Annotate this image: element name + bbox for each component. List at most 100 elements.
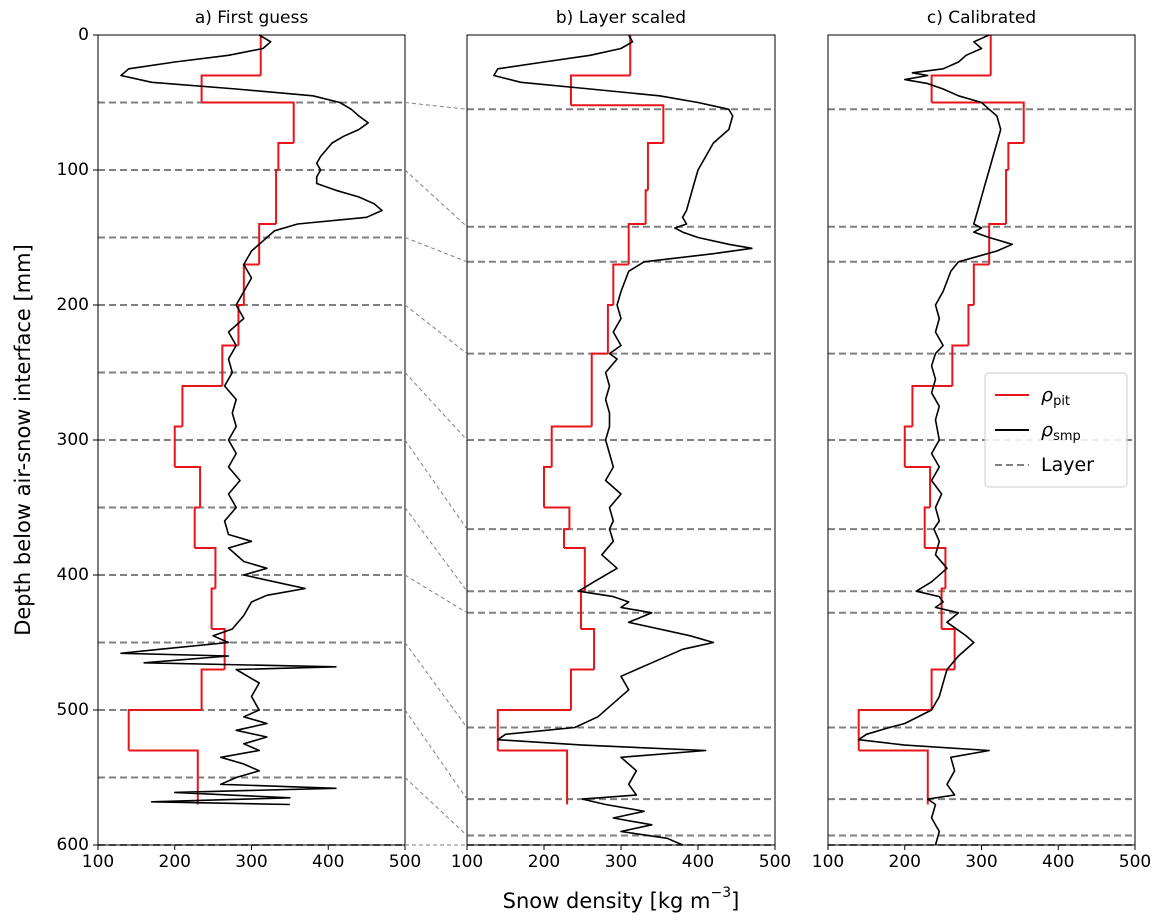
layer-connector — [404, 777, 468, 836]
pit-step — [258, 223, 277, 265]
legend-label: ρsmp — [1041, 419, 1081, 444]
pit-step — [911, 385, 953, 427]
pit-step — [612, 263, 629, 305]
pit-step — [200, 668, 225, 710]
x-tick-label: 100 — [82, 852, 114, 872]
pit-step — [606, 304, 614, 354]
x-axis-label-sup: −3 — [710, 885, 731, 901]
layer-connector — [404, 574, 468, 614]
layer-connector — [404, 709, 468, 800]
pit-step — [193, 506, 201, 548]
y-tick-label: 600 — [57, 835, 89, 855]
pit-step — [930, 74, 991, 103]
pit-step — [242, 263, 260, 305]
pit-step — [627, 223, 646, 265]
smp-line — [857, 34, 1013, 846]
pit-step — [646, 142, 664, 191]
y-tick-label: 0 — [78, 25, 89, 45]
pit-step — [174, 466, 202, 508]
legend-label: Layer — [1041, 454, 1094, 476]
x-tick-label: 100 — [812, 852, 844, 872]
x-tick-label: 200 — [528, 852, 560, 872]
pit-step — [972, 263, 990, 305]
pit-step — [951, 344, 969, 386]
legend-label-main: ρ — [1041, 419, 1053, 441]
x-tick-label: 200 — [889, 852, 921, 872]
pit-step — [904, 466, 932, 508]
x-tick-label: 300 — [235, 852, 267, 872]
layer-connector — [404, 372, 468, 441]
legend-label-main: ρ — [1041, 384, 1053, 406]
y-axis-label: Depth below air-snow interface [mm] — [11, 244, 35, 636]
legend-label-sub: pit — [1053, 394, 1070, 409]
pit-step — [858, 749, 929, 805]
pit-step — [1005, 169, 1009, 224]
pit-step — [931, 101, 1025, 143]
pit-step — [128, 749, 199, 805]
smp-line — [493, 34, 753, 846]
pit-step — [923, 506, 931, 548]
pit-step — [496, 709, 571, 751]
x-axis-label-end: ] — [731, 889, 739, 913]
pit-step — [903, 425, 913, 467]
layer-connector — [404, 507, 468, 592]
panel-title: a) First guess — [195, 8, 309, 28]
pit-step — [570, 104, 665, 143]
pit-step — [497, 749, 569, 805]
legend-label-sub: smp — [1053, 429, 1081, 444]
panel-title: b) Layer scaled — [556, 8, 686, 28]
pit-step — [857, 709, 932, 751]
pit-step — [579, 590, 585, 629]
pit-step — [200, 74, 261, 103]
layer-connector — [404, 304, 468, 354]
legend-label: ρpit — [1041, 384, 1070, 409]
pit-step — [569, 668, 595, 710]
y-tick-label: 300 — [57, 430, 89, 450]
pit-step — [550, 425, 592, 467]
pit-step — [967, 304, 974, 346]
layer-connector — [404, 642, 468, 728]
x-tick-label: 200 — [159, 852, 191, 872]
pit-step — [221, 344, 239, 386]
layer-connector — [404, 102, 468, 110]
pit-step — [644, 189, 648, 224]
pit-step — [173, 425, 183, 467]
panel-title: c) Calibrated — [927, 8, 1036, 28]
x-tick-label: 100 — [451, 852, 483, 872]
pit-step — [580, 628, 596, 670]
x-tick-label: 500 — [759, 852, 791, 872]
pit-step — [237, 304, 244, 346]
pit-step — [941, 628, 956, 670]
pit-step — [201, 101, 295, 143]
layer-connector — [404, 439, 468, 530]
pit-step — [277, 142, 294, 170]
x-tick-label: 500 — [389, 852, 421, 872]
x-axis-label-main: Snow density [kg m — [503, 889, 711, 913]
x-tick-label: 300 — [965, 852, 997, 872]
x-tick-label: 500 — [1119, 852, 1151, 872]
pit-step — [275, 169, 279, 224]
pit-step — [127, 709, 202, 751]
pit-step — [569, 74, 631, 106]
pit-step — [194, 547, 217, 589]
layer-connector — [404, 237, 468, 263]
legend-label-main: Layer — [1041, 454, 1094, 476]
y-tick-label: 500 — [57, 700, 89, 720]
pit-step — [563, 528, 570, 548]
y-tick-label: 200 — [57, 295, 89, 315]
pit-step — [544, 506, 571, 530]
pit-step — [1007, 142, 1024, 170]
x-tick-label: 300 — [605, 852, 637, 872]
pit-step — [988, 223, 1007, 265]
pit-step — [924, 547, 947, 589]
x-tick-label: 400 — [1042, 852, 1074, 872]
pit-step — [210, 587, 216, 629]
pit-step — [543, 466, 552, 508]
smp-line — [120, 34, 383, 806]
x-tick-label: 400 — [312, 852, 344, 872]
y-tick-label: 100 — [57, 160, 89, 180]
pit-step — [590, 352, 608, 427]
layer-connector — [404, 169, 468, 228]
y-tick-label: 400 — [57, 565, 89, 585]
